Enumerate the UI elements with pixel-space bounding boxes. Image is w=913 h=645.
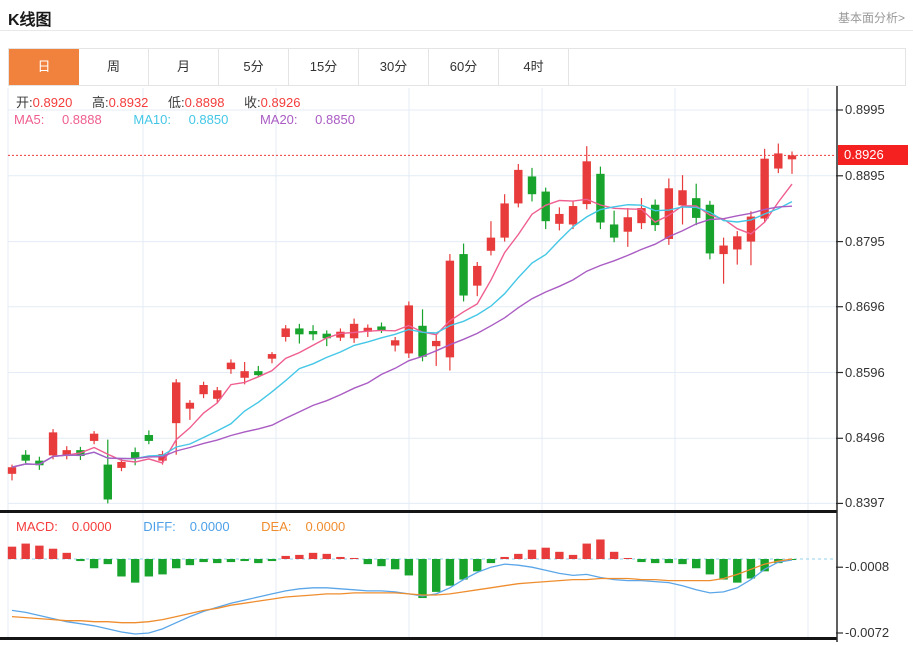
chart-canvas[interactable] xyxy=(0,86,913,645)
low-label: 低: xyxy=(168,95,185,110)
macd-legend: MACD: 0.0000 DIFF: 0.0000 DEA: 0.0000 xyxy=(16,519,373,534)
price-axis-tick: 0.8596 xyxy=(845,364,885,380)
ma10-label: MA10: xyxy=(133,112,171,127)
title-divider xyxy=(0,30,913,31)
candlestick-chart-area[interactable] xyxy=(0,86,913,645)
ma20-value: 0.8850 xyxy=(315,112,355,127)
macd-axis-tick: -0.0008 xyxy=(845,559,890,575)
price-axis-tick: 0.8895 xyxy=(845,167,885,183)
close-value: 0.8926 xyxy=(260,95,301,110)
tab-15min[interactable]: 15分 xyxy=(289,49,359,85)
ohlc-legend: 开:0.8920 高:0.8932 低:0.8898 收:0.8926 xyxy=(16,92,316,111)
tab-60min[interactable]: 60分 xyxy=(429,49,499,85)
tab-4hour[interactable]: 4时 xyxy=(499,49,569,85)
ma-legend: MA5: 0.8888 MA10: 0.8850 MA20: 0.8850 xyxy=(14,112,383,127)
macd-value: 0.0000 xyxy=(71,519,112,534)
dea-label: DEA: xyxy=(261,519,292,534)
ma5-label: MA5: xyxy=(14,112,45,127)
open-label: 开: xyxy=(16,95,33,110)
high-label: 高: xyxy=(92,95,109,110)
price-axis-tick: 0.8995 xyxy=(845,102,885,117)
timeframe-tab-bar: 日 周 月 5分 15分 30分 60分 4时 xyxy=(8,48,906,86)
tab-5min[interactable]: 5分 xyxy=(219,49,289,85)
diff-label: DIFF: xyxy=(143,519,176,534)
price-axis-tick: 0.8795 xyxy=(845,233,885,249)
price-axis-tick: 0.8397 xyxy=(845,495,885,511)
tab-30min[interactable]: 30分 xyxy=(359,49,429,85)
macd-label: MACD: xyxy=(16,519,58,534)
tab-day[interactable]: 日 xyxy=(9,49,79,85)
macd-axis-tick: -0.0072 xyxy=(845,624,890,640)
open-value: 0.8920 xyxy=(32,95,73,110)
page-title: K线图 xyxy=(8,12,52,29)
tab-week[interactable]: 周 xyxy=(79,49,149,85)
low-value: 0.8898 xyxy=(184,95,225,110)
dea-value: 0.0000 xyxy=(305,519,346,534)
high-value: 0.8932 xyxy=(108,95,149,110)
tab-month[interactable]: 月 xyxy=(149,49,219,85)
ma10-value: 0.8850 xyxy=(188,112,229,127)
fundamental-analysis-link[interactable]: 基本面分析> xyxy=(837,11,905,25)
close-label: 收: xyxy=(244,95,261,110)
diff-value: 0.0000 xyxy=(189,519,230,534)
ma20-label: MA20: xyxy=(259,112,298,127)
price-axis-tick: 0.8496 xyxy=(845,430,885,446)
price-axis-tick: 0.8696 xyxy=(845,298,885,314)
current-price-badge: 0.8926 xyxy=(838,145,908,166)
ma5-value: 0.8888 xyxy=(61,112,102,127)
